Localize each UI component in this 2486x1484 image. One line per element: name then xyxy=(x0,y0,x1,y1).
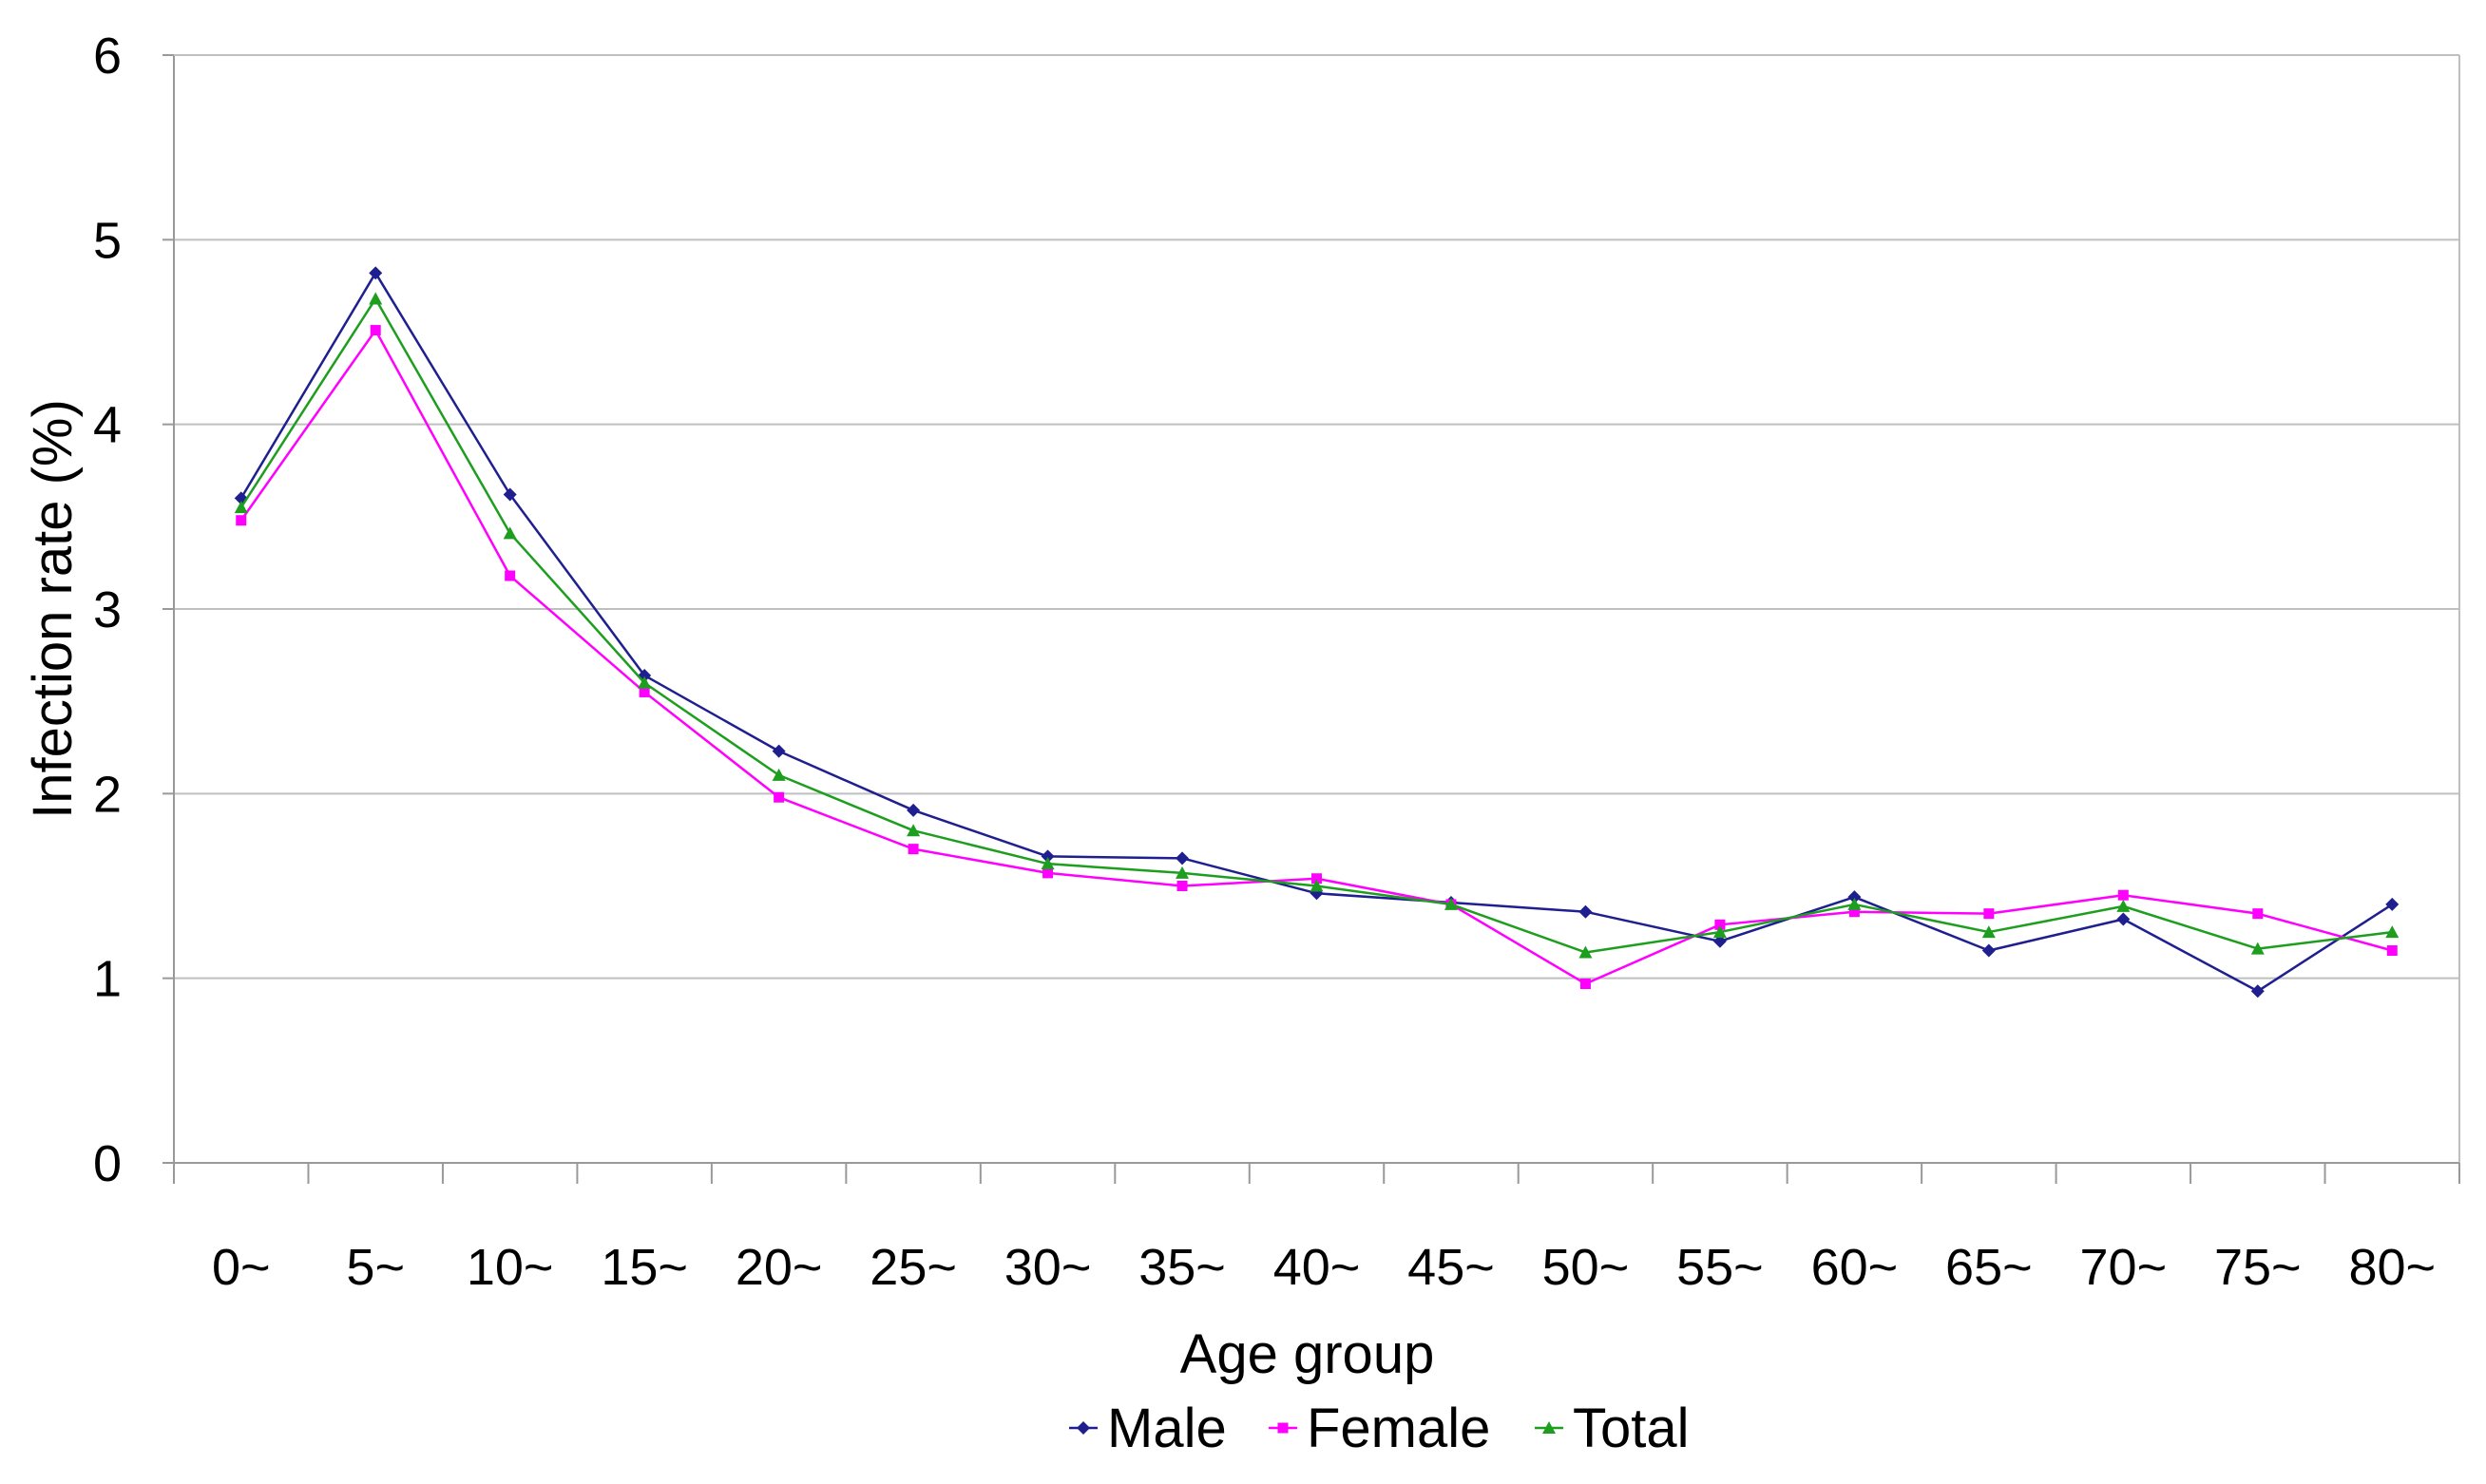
series-line-total xyxy=(239,297,2393,954)
legend-item-female: Female xyxy=(1269,1398,1490,1459)
legend-marker-total xyxy=(1542,1421,1556,1434)
y-tick-label: 2 xyxy=(93,766,122,823)
x-tick-label: 65~ xyxy=(1945,1239,2033,1296)
x-tick-label: 25~ xyxy=(870,1239,957,1296)
x-tick-label: 80~ xyxy=(2348,1239,2436,1296)
x-tick-label: 70~ xyxy=(2080,1239,2168,1296)
data-point-total xyxy=(1712,925,1727,939)
data-point-total xyxy=(1310,879,1324,892)
grid-layer xyxy=(174,54,2459,980)
data-point-male xyxy=(2116,912,2131,926)
x-tick-label: 15~ xyxy=(601,1239,688,1296)
data-point-total xyxy=(503,526,517,540)
data-point-total xyxy=(369,292,383,305)
legend-label-male: Male xyxy=(1107,1398,1227,1459)
legend-label-female: Female xyxy=(1307,1398,1490,1459)
data-point-female xyxy=(774,791,785,803)
series-total xyxy=(234,292,2400,959)
series-female xyxy=(236,325,2398,989)
data-point-female xyxy=(236,515,247,526)
data-point-male xyxy=(369,266,383,280)
x-axis-title: Age group xyxy=(1180,1323,1435,1385)
x-tick-label: 40~ xyxy=(1273,1239,1361,1296)
data-point-total xyxy=(1578,945,1593,959)
x-tick-label: 20~ xyxy=(736,1239,823,1296)
y-tick-label: 3 xyxy=(93,581,122,638)
data-point-female xyxy=(639,686,650,697)
x-tick-label: 50~ xyxy=(1542,1239,1630,1296)
data-point-male xyxy=(2385,897,2400,911)
legend-item-male: Male xyxy=(1069,1398,1227,1459)
data-point-male xyxy=(1176,851,1190,866)
x-tick-label: 35~ xyxy=(1138,1239,1226,1296)
data-point-female xyxy=(2386,945,2398,957)
legend: Male Female Total xyxy=(1069,1398,1690,1459)
legend-item-total: Total xyxy=(1535,1398,1690,1459)
data-point-female xyxy=(1042,867,1054,879)
x-tick-label: 0~ xyxy=(212,1239,271,1296)
axis-layer xyxy=(163,54,2460,1184)
data-point-total xyxy=(2116,899,2131,912)
data-point-total xyxy=(2385,925,2400,939)
y-tick-label: 0 xyxy=(93,1135,122,1192)
data-point-male xyxy=(1847,890,1862,904)
data-point-male xyxy=(1981,943,1996,958)
series-male xyxy=(234,266,2400,999)
data-point-total xyxy=(2250,942,2265,955)
x-tick-label: 60~ xyxy=(1811,1239,1899,1296)
x-tick-label: 10~ xyxy=(467,1239,554,1296)
data-point-total xyxy=(1444,897,1458,910)
data-point-female xyxy=(370,325,381,336)
y-tick-label: 4 xyxy=(93,397,122,454)
data-point-female xyxy=(505,570,516,581)
data-point-male xyxy=(503,487,517,502)
y-axis-title: Infection rate (%) xyxy=(22,399,84,819)
data-point-female xyxy=(1983,908,1995,920)
legend-marker-female xyxy=(1277,1422,1289,1434)
x-tick-label: 75~ xyxy=(2214,1239,2302,1296)
y-tick-label: 5 xyxy=(93,212,122,269)
data-point-total xyxy=(1041,857,1055,870)
x-tick-label: 30~ xyxy=(1004,1239,1092,1296)
x-tick-label: 55~ xyxy=(1676,1239,1764,1296)
data-point-total xyxy=(1981,925,1996,939)
legend-label-total: Total xyxy=(1573,1398,1690,1459)
data-point-male xyxy=(1578,904,1593,919)
data-point-total xyxy=(638,675,652,689)
data-point-male xyxy=(1041,849,1055,864)
legend-marker-male xyxy=(1077,1421,1090,1435)
data-point-male xyxy=(907,803,921,817)
data-point-male xyxy=(2250,984,2265,999)
data-point-total xyxy=(1847,897,1862,910)
y-tick-label: 1 xyxy=(93,951,122,1008)
data-point-total xyxy=(772,768,786,781)
data-point-female xyxy=(1714,919,1726,930)
data-point-total xyxy=(907,824,921,837)
data-point-female xyxy=(1848,906,1860,918)
series-layer xyxy=(234,266,2400,999)
data-point-male xyxy=(772,744,786,758)
data-point-female xyxy=(1579,978,1591,989)
y-tick-label: 6 xyxy=(93,28,122,85)
data-point-female xyxy=(2117,889,2129,901)
x-tick-label: 5~ xyxy=(346,1239,405,1296)
data-point-male xyxy=(1712,934,1727,948)
data-point-female xyxy=(2252,908,2264,920)
data-point-female xyxy=(908,844,919,855)
data-point-total xyxy=(234,501,248,514)
data-point-female xyxy=(1176,881,1188,891)
x-tick-label: 45~ xyxy=(1407,1239,1495,1296)
data-point-female xyxy=(1311,873,1322,885)
data-point-total xyxy=(1176,866,1190,879)
